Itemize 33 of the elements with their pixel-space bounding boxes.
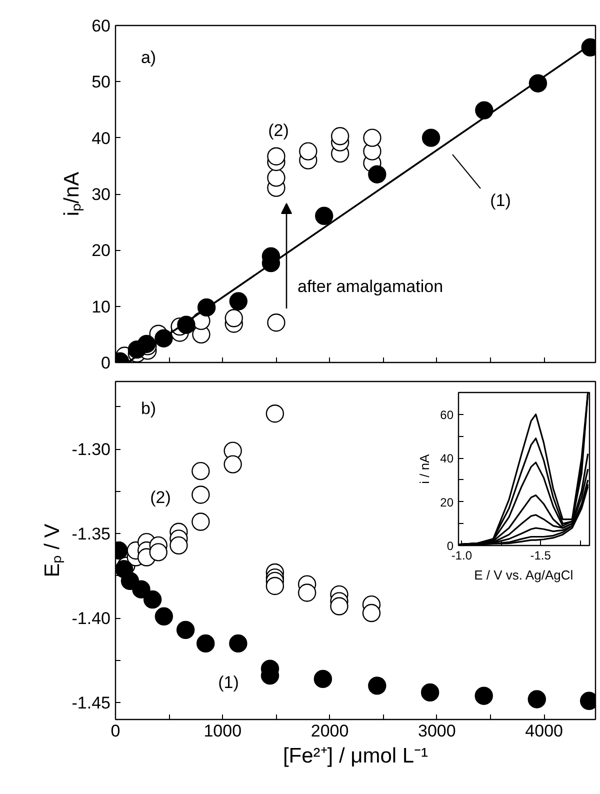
x-tick-label: -1.0 — [451, 548, 472, 562]
annotation: (2) — [268, 121, 289, 140]
y-tick-label: 10 — [92, 297, 111, 316]
annotation: (2) — [150, 488, 171, 507]
x-axis-title: [Fe²⁺] / μmol L⁻¹ — [282, 744, 428, 768]
x-tick-label: 3000 — [418, 722, 456, 740]
x-axis-title: E / V vs. Ag/AgCl — [474, 568, 574, 582]
y-axis-title: Eₚ / V — [40, 524, 65, 578]
y-tick-label: 40 — [440, 452, 454, 466]
x-tick-label: 1000 — [204, 722, 242, 740]
y-axis-title: iₚ/nA — [60, 172, 85, 216]
y-tick-label: 50 — [92, 72, 111, 92]
y-axis-title: i / nA — [417, 454, 432, 484]
y-tick-label: -1.45 — [72, 694, 110, 713]
annotation: (1) — [218, 673, 239, 692]
y-tick-label: -1.30 — [72, 440, 110, 460]
y-tick-label: 0 — [101, 354, 111, 372]
annotation: a) — [140, 48, 156, 67]
y-tick-label: 30 — [92, 185, 111, 204]
x-tick-label: 2000 — [310, 722, 349, 740]
annotation: after amalgamation — [298, 277, 444, 296]
y-tick-label: 20 — [440, 495, 454, 510]
y-tick-label: -1.35 — [72, 524, 110, 544]
y-tick-label: 0 — [446, 539, 454, 553]
y-tick-label: -1.40 — [72, 609, 110, 628]
y-tick-label: 60 — [92, 16, 111, 36]
x-tick-label: -1.5 — [530, 548, 552, 562]
y-tick-label: 60 — [440, 408, 454, 422]
annotation: (1) — [490, 191, 511, 210]
x-tick-label: 4000 — [525, 722, 563, 740]
annotation: b) — [140, 399, 156, 418]
y-tick-label: 40 — [92, 128, 111, 148]
y-tick-label: 20 — [92, 241, 111, 260]
